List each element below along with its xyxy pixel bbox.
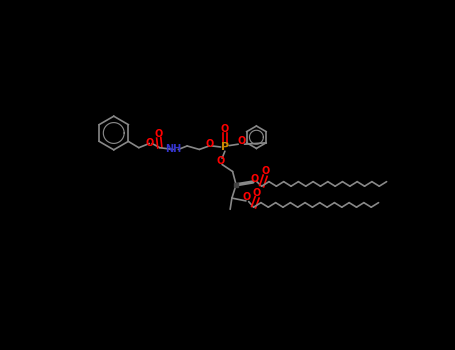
Text: P: P xyxy=(221,142,229,152)
Text: O: O xyxy=(251,174,259,183)
Text: O: O xyxy=(238,136,246,146)
Text: O: O xyxy=(217,156,225,166)
Bar xyxy=(234,183,238,187)
Text: O: O xyxy=(221,124,229,134)
Text: O: O xyxy=(253,188,261,198)
Text: NH: NH xyxy=(165,145,181,154)
Text: O: O xyxy=(261,166,269,176)
Text: O: O xyxy=(145,139,153,148)
Text: O: O xyxy=(243,192,251,202)
Text: O: O xyxy=(155,129,163,139)
Text: O: O xyxy=(205,139,213,149)
